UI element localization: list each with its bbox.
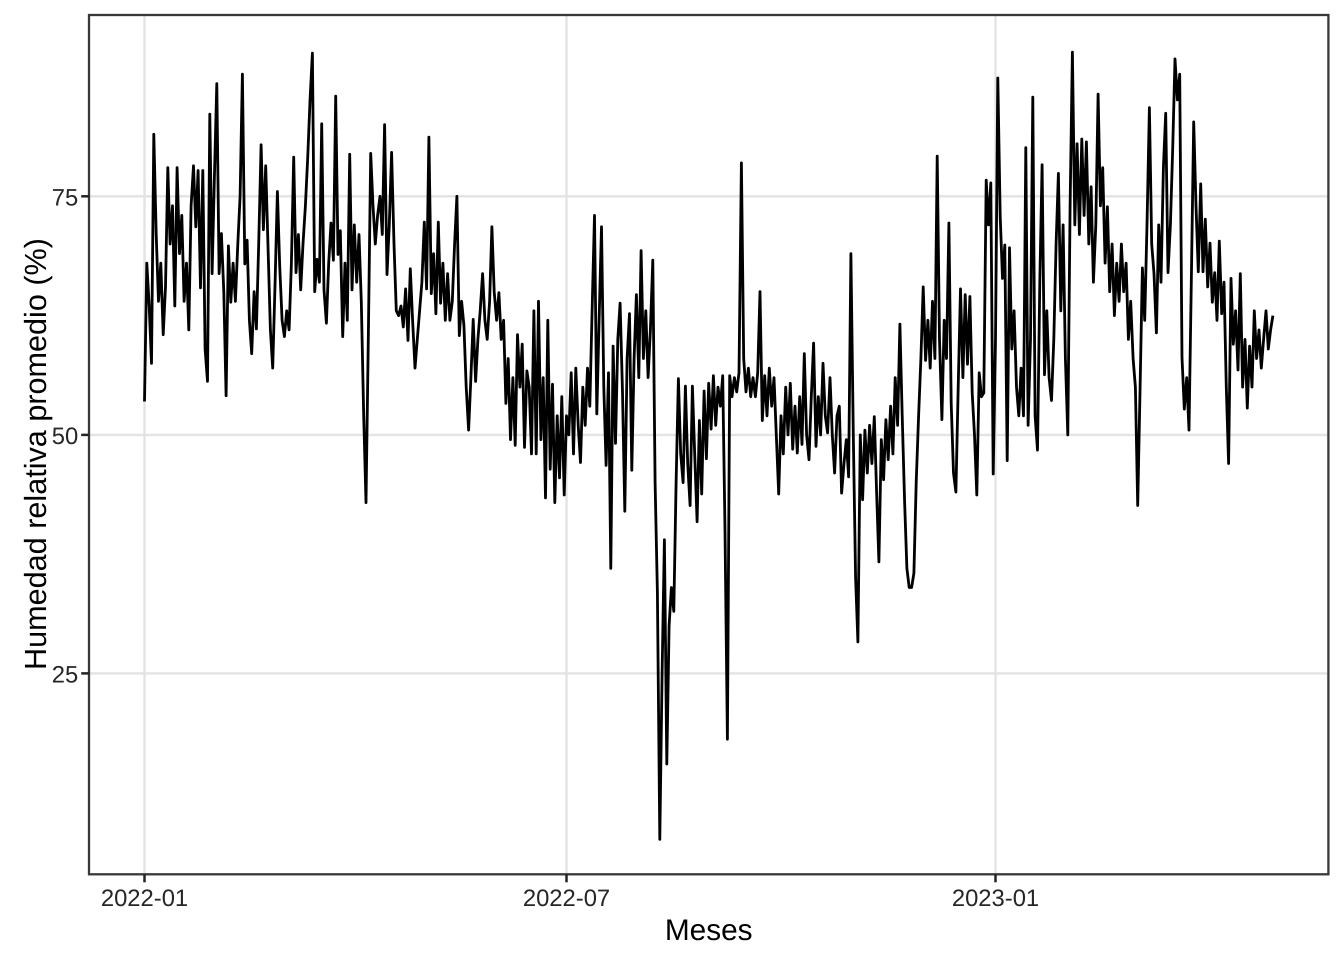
svg-text:25: 25 — [52, 662, 78, 689]
svg-text:Humedad relativa promedio (%): Humedad relativa promedio (%) — [19, 238, 53, 670]
svg-text:2022-07: 2022-07 — [523, 885, 610, 912]
svg-text:2023-01: 2023-01 — [952, 885, 1039, 912]
svg-text:50: 50 — [52, 423, 78, 450]
svg-text:75: 75 — [52, 184, 78, 211]
svg-text:Meses: Meses — [665, 914, 753, 947]
svg-text:2022-01: 2022-01 — [101, 885, 188, 912]
